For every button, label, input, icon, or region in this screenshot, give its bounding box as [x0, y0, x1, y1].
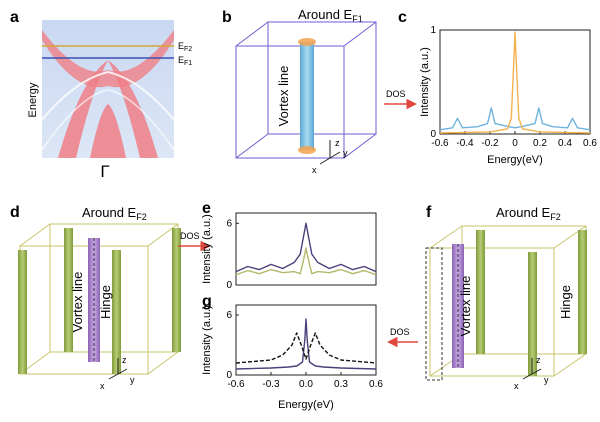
- plot-frame-g: [235, 304, 377, 376]
- x-tick-label: 0.4: [558, 138, 572, 149]
- axis-z-d: z: [122, 355, 127, 365]
- x-axis-label: Energy(eV): [487, 154, 543, 166]
- hinge-label-f: Hinge: [558, 285, 573, 319]
- axis-y-d: y: [130, 375, 135, 385]
- ef2-label: EF2: [178, 41, 192, 53]
- x-tick-label: -0.4: [456, 138, 474, 149]
- x-tick-label: -0.6: [431, 138, 449, 149]
- hinge-label-d: Hinge: [98, 285, 113, 319]
- series-line-c-1: [439, 31, 591, 134]
- axis-z: z: [335, 138, 340, 148]
- y-tick-label: 6: [226, 310, 232, 321]
- series-line-g-1: [235, 332, 377, 364]
- y-axis-label: Intensity (a.u.): [201, 305, 213, 375]
- panel-a-ylabel: Energy: [27, 82, 39, 117]
- hinge-region-box: [425, 247, 443, 381]
- panel-a: a Energy EF2 EF1 Γ: [10, 9, 192, 181]
- dos-arrow-right-label: DOS: [390, 327, 410, 337]
- vortex-line-label-f: Vortex line: [458, 276, 473, 337]
- chart-g: -0.6 -0.3 0.0 0.3 0.6 0 6 Intensity (a.u.) Energ…: [201, 304, 383, 411]
- panel-c-label: c: [398, 9, 407, 26]
- panel-b-label: b: [222, 9, 232, 26]
- panel-e-label: e: [202, 200, 211, 217]
- axis-triad-f: [522, 358, 542, 380]
- y-tick-label: 0: [226, 370, 232, 381]
- y-tick-label: 0: [226, 280, 232, 291]
- axis-x-f: x: [514, 381, 519, 391]
- dos-arrow-mid: DOS: [178, 231, 211, 252]
- x-tick-label: 0.6: [583, 138, 597, 149]
- axis-x-d: x: [100, 381, 105, 391]
- x-axis-label: Energy(eV): [278, 399, 334, 411]
- x-tick-label: 0.2: [533, 138, 547, 149]
- panel-b-title: Around EF1: [298, 7, 363, 24]
- panel-f: f Around EF2 Vortex line Hinge z y: [425, 204, 587, 391]
- x-tick-label: -0.3: [262, 379, 280, 390]
- x-tick-label: 0.0: [299, 379, 313, 390]
- dos-arrow-top-label: DOS: [386, 89, 406, 99]
- axis-triad: [319, 140, 341, 165]
- y-axis-label: Intensity (a.u.): [419, 47, 431, 117]
- hinge-bars-f: [476, 230, 587, 376]
- vortex-line-cylinder-d: [88, 238, 100, 362]
- dos-arrow-mid-label: DOS: [180, 231, 200, 241]
- axis-x: x: [312, 165, 317, 175]
- y-axis-label: Intensity (a.u.): [201, 214, 213, 284]
- y-tick-label: 0: [430, 129, 436, 140]
- panel-c: c -0.6 -0.4 -0.2 0 0.2 0.4 0.6 0 1 Intensity (a.u…: [398, 9, 597, 166]
- axis-y: y: [343, 148, 348, 158]
- dos-arrow-right: DOS: [387, 327, 418, 348]
- vortex-line-cylinder-f: [452, 244, 464, 368]
- series-line-e-1: [235, 247, 377, 276]
- panel-f-title: Around EF2: [496, 205, 561, 222]
- x-tick-label: -0.6: [227, 379, 245, 390]
- panel-d: d Around EF2 Vortex line Hinge z y: [10, 204, 181, 391]
- panel-d-label: d: [10, 204, 20, 221]
- x-tick-label: 0: [512, 138, 518, 149]
- chart-e: 0 6 Intensity (a.u.): [201, 212, 377, 291]
- ef1-label: EF1: [178, 55, 192, 67]
- series-line-g-0: [235, 318, 377, 370]
- series-line-c-0: [439, 107, 591, 131]
- vortex-line-label-d: Vortex line: [70, 272, 85, 333]
- panel-g: g -0.6 -0.3 0.0 0.3 0.6 0 6 Intensity (a.u.) Ene…: [201, 293, 383, 411]
- hinge-bars-d: [18, 228, 181, 374]
- plot-frame-e: [235, 212, 377, 286]
- panel-b: b Around EF1 Vortex line z y x: [222, 7, 377, 175]
- y-tick-label: 6: [226, 218, 232, 229]
- chart-c: -0.6 -0.4 -0.2 0 0.2 0.4 0.6 0 1 Intensity (a.u.)…: [419, 25, 597, 166]
- panel-d-title: Around EF2: [82, 205, 147, 222]
- cube-wireframe: [235, 21, 377, 159]
- x-tick-label: -0.2: [481, 138, 499, 149]
- panel-e: e 0 6 Intensity (a.u.): [201, 200, 377, 291]
- axis-y-f: y: [544, 375, 549, 385]
- panel-a-label: a: [10, 9, 19, 26]
- series-line-e-0: [235, 222, 377, 273]
- x-tick-label: 0.6: [369, 379, 383, 390]
- vortex-line-cylinder: [298, 38, 316, 154]
- y-tick-label: 1: [430, 25, 436, 36]
- axis-triad-d: [108, 358, 128, 380]
- band-structure-image: [41, 20, 175, 158]
- x-tick-label: 0.3: [334, 379, 348, 390]
- panel-g-label: g: [202, 293, 212, 310]
- vortex-line-label: Vortex line: [276, 66, 291, 127]
- dos-arrow-top: DOS: [384, 89, 417, 110]
- gamma-point-label: Γ: [100, 162, 109, 181]
- panel-f-label: f: [426, 204, 432, 221]
- axis-z-f: z: [536, 355, 541, 365]
